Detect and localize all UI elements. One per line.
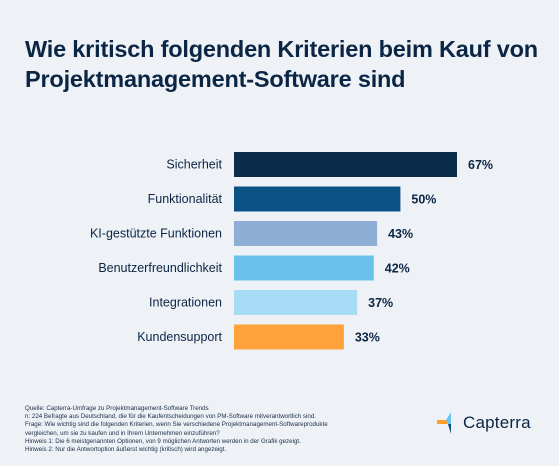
category-label-integrationen: Integrationen: [149, 296, 222, 310]
category-label-sicherheit: Sicherheit: [166, 158, 222, 172]
chart-footnotes: Quelle: Capterra-Umfrage zu Projektmanag…: [25, 405, 425, 454]
footnote-note-2: Hinweis 2: Nur die Antwortoption äußerst…: [25, 446, 227, 454]
bar-ki-gestutzte-funktionen: [234, 221, 378, 246]
footnote-source: Quelle: Capterra-Umfrage zu Projektmanag…: [25, 405, 209, 412]
bar-chart: Sicherheit 67% Funktionalität 50% KI-gestütz…: [90, 152, 493, 350]
capterra-logo-icon: [437, 412, 451, 434]
footnote-question: Frage: Wie wichtig sind die folgenden Kr…: [25, 421, 328, 429]
value-label-funktionalitat: 50%: [411, 193, 436, 207]
bar-kundensupport: [234, 324, 344, 350]
bar-funktionalitat: [234, 186, 401, 212]
capterra-logo: Capterra: [437, 411, 531, 435]
value-label-benutzerfreundlichkeit: 42%: [385, 262, 410, 276]
value-label-ki-gestutzte-funktionen: 43%: [388, 227, 413, 241]
category-label-funktionalitat: Funktionalität: [148, 192, 223, 206]
value-label-integrationen: 37%: [368, 296, 393, 310]
capterra-logo-text: Capterra: [463, 413, 531, 432]
bar-integrationen: [234, 290, 358, 315]
value-label-kundensupport: 33%: [355, 331, 380, 345]
category-label-benutzerfreundlichkeit: Benutzerfreundlichkeit: [98, 261, 222, 275]
footnote-sample: n: 224 Befragte aus Deutschland, die für…: [25, 413, 316, 421]
footnote-question-cont: vergleichen, um sie zu kaufen und in Ihr…: [25, 429, 220, 437]
chart-title: Wie kritisch folgenden Kriterien beim Ka…: [25, 36, 538, 92]
bar-sicherheit: [234, 152, 457, 177]
value-label-sicherheit: 67%: [468, 158, 493, 172]
footnote-note-1: Hinweis 1: Die 6 meistgenannten Optionen…: [25, 437, 301, 445]
category-label-ki-gestutzte-funktionen: KI-gestützte Funktionen: [90, 227, 222, 241]
category-label-kundensupport: Kundensupport: [137, 330, 222, 344]
bar-benutzerfreundlichkeit: [234, 255, 374, 281]
